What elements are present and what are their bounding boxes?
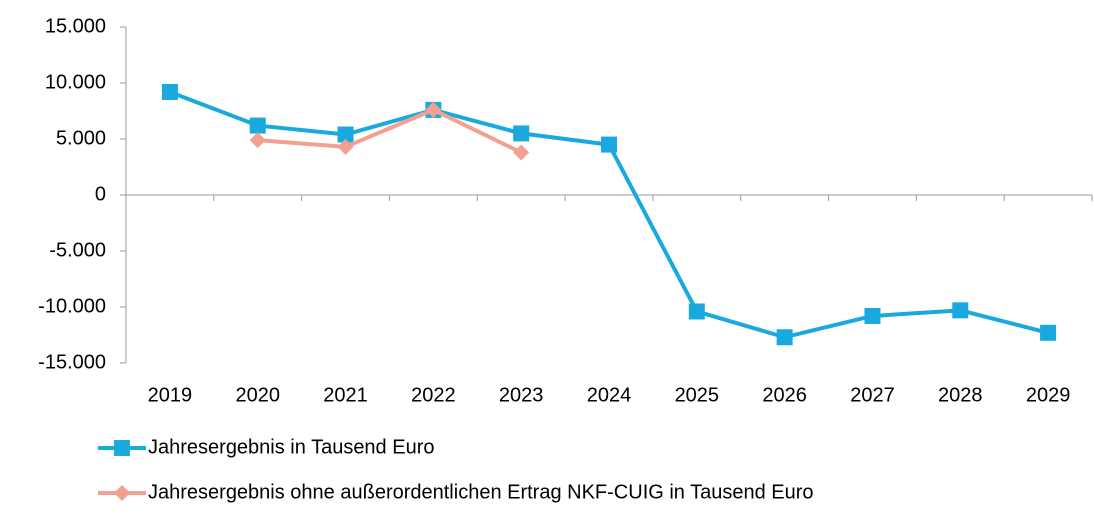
y-tick-label: 10.000 (45, 71, 106, 93)
x-tick-label: 2022 (411, 384, 456, 406)
x-tick-label: 2023 (499, 384, 544, 406)
marker (249, 117, 266, 134)
marker (601, 136, 617, 153)
marker (513, 125, 530, 142)
legend-label: Jahresergebnis in Tausend Euro (148, 436, 434, 458)
x-tick-label: 2029 (1026, 384, 1071, 406)
marker (337, 126, 354, 143)
marker (952, 302, 969, 319)
marker (161, 83, 178, 100)
y-tick-label: -5.000 (49, 239, 106, 261)
marker (688, 303, 705, 320)
marker (1040, 324, 1057, 341)
x-tick-label: 2024 (587, 384, 632, 406)
marker (776, 329, 793, 346)
x-tick-label: 2026 (762, 384, 807, 406)
series-line (257, 107, 523, 155)
y-tick-label: 0 (95, 183, 106, 205)
marker (114, 440, 130, 456)
y-tick-label: 15.000 (45, 15, 106, 37)
marker (864, 307, 881, 324)
marker (249, 132, 266, 149)
x-tick-label: 2027 (850, 384, 895, 406)
x-tick-label: 2020 (235, 384, 280, 406)
y-tick-label: -10.000 (38, 295, 106, 317)
marker (114, 485, 130, 501)
marker (337, 138, 354, 155)
x-tick-label: 2019 (148, 384, 193, 406)
x-tick-label: 2028 (938, 384, 983, 406)
x-tick-label: 2025 (675, 384, 720, 406)
marker (513, 144, 530, 161)
marker (425, 101, 442, 118)
legend-label: Jahresergebnis ohne außerordentlichen Er… (148, 481, 814, 503)
series-line (169, 90, 1049, 340)
x-tick-label: 2021 (323, 384, 368, 406)
y-tick-label: -15.000 (38, 351, 106, 373)
y-tick-label: 5.000 (56, 127, 106, 149)
